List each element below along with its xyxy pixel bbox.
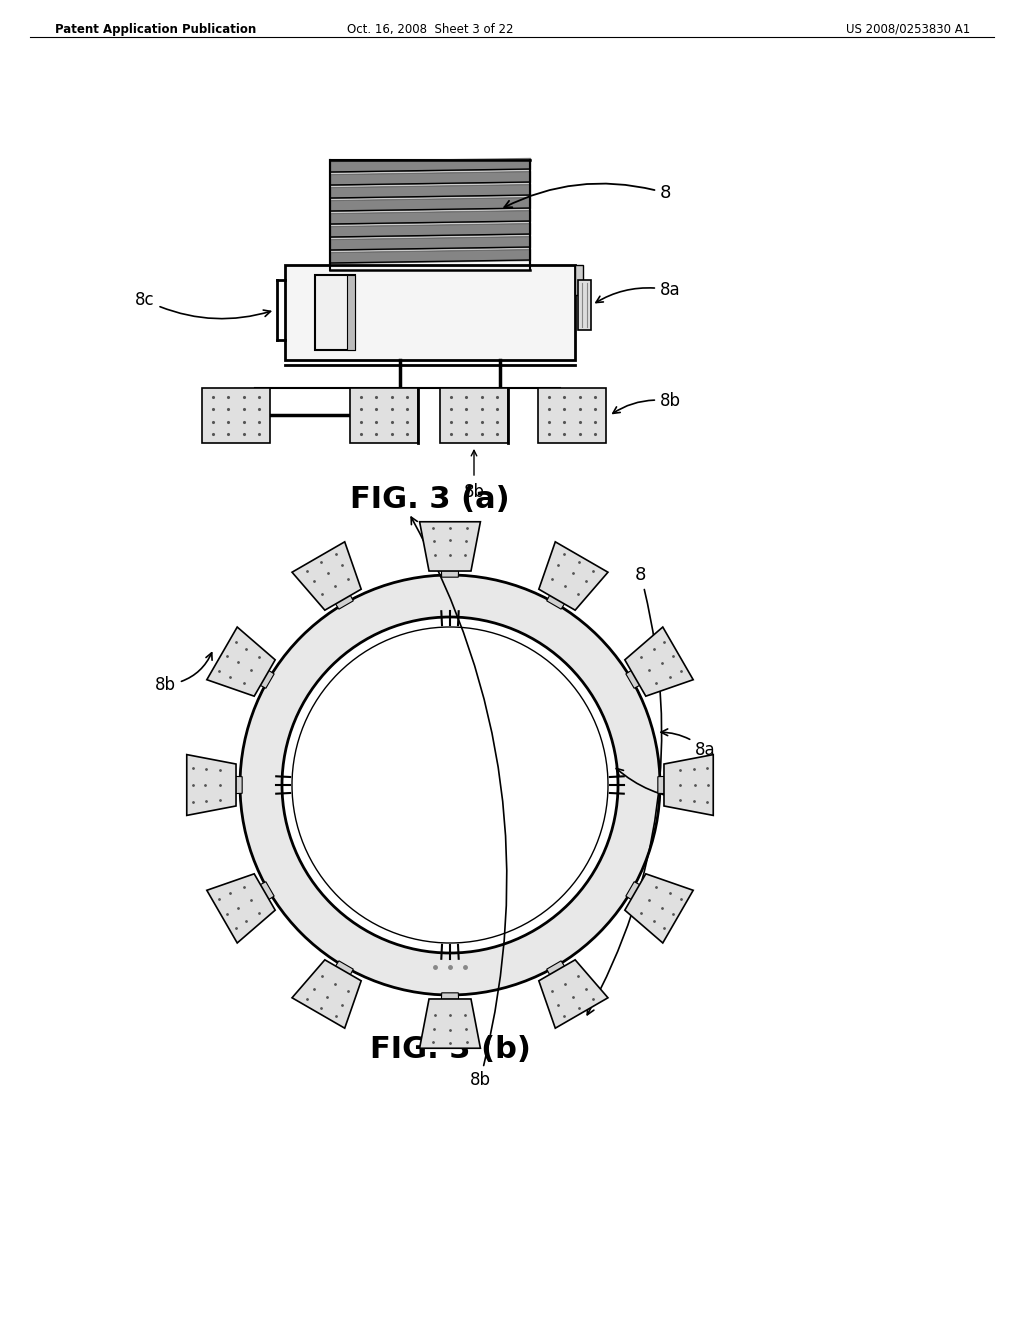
Bar (538, 388, 606, 444)
Bar (578, 280, 591, 330)
Text: FIG. 3 (a): FIG. 3 (a) (350, 486, 510, 515)
Polygon shape (420, 521, 480, 572)
Polygon shape (420, 999, 480, 1048)
Polygon shape (626, 882, 642, 902)
Polygon shape (657, 776, 667, 793)
Bar (330, 160, 530, 271)
Polygon shape (547, 593, 566, 609)
Text: 8: 8 (587, 566, 662, 1015)
Polygon shape (334, 593, 353, 609)
Circle shape (282, 616, 618, 953)
Polygon shape (292, 541, 361, 610)
Bar (202, 388, 270, 444)
Text: FIG. 3 (b): FIG. 3 (b) (370, 1035, 530, 1064)
Text: 8b: 8b (155, 653, 212, 694)
Polygon shape (258, 882, 274, 902)
Text: 8b: 8b (612, 392, 681, 413)
Polygon shape (292, 960, 361, 1028)
Polygon shape (258, 669, 274, 688)
Text: 8c: 8c (616, 768, 715, 809)
Text: 8: 8 (504, 183, 672, 207)
Polygon shape (233, 776, 242, 793)
Circle shape (292, 627, 608, 942)
Text: 8c: 8c (135, 290, 270, 318)
Polygon shape (441, 993, 459, 1002)
Polygon shape (539, 960, 608, 1028)
Polygon shape (441, 568, 459, 577)
Text: 8b: 8b (464, 483, 484, 502)
Circle shape (240, 576, 660, 995)
Polygon shape (539, 541, 608, 610)
Text: 8b: 8b (412, 517, 507, 1089)
Polygon shape (207, 627, 275, 696)
Text: Oct. 16, 2008  Sheet 3 of 22: Oct. 16, 2008 Sheet 3 of 22 (347, 22, 513, 36)
Bar (285, 265, 575, 360)
Polygon shape (625, 874, 693, 942)
Text: 8a: 8a (662, 729, 716, 759)
Bar (350, 388, 418, 444)
Text: Patent Application Publication: Patent Application Publication (55, 22, 256, 36)
Polygon shape (334, 961, 353, 977)
Bar (347, 275, 355, 350)
Bar (440, 388, 508, 444)
Bar (575, 265, 583, 294)
Polygon shape (626, 669, 642, 688)
Polygon shape (186, 755, 236, 816)
Text: US 2008/0253830 A1: US 2008/0253830 A1 (846, 22, 970, 36)
Polygon shape (207, 874, 275, 942)
Polygon shape (664, 755, 714, 816)
Bar (315, 275, 355, 350)
Text: 8a: 8a (596, 281, 681, 302)
Polygon shape (625, 627, 693, 696)
Polygon shape (547, 961, 566, 977)
